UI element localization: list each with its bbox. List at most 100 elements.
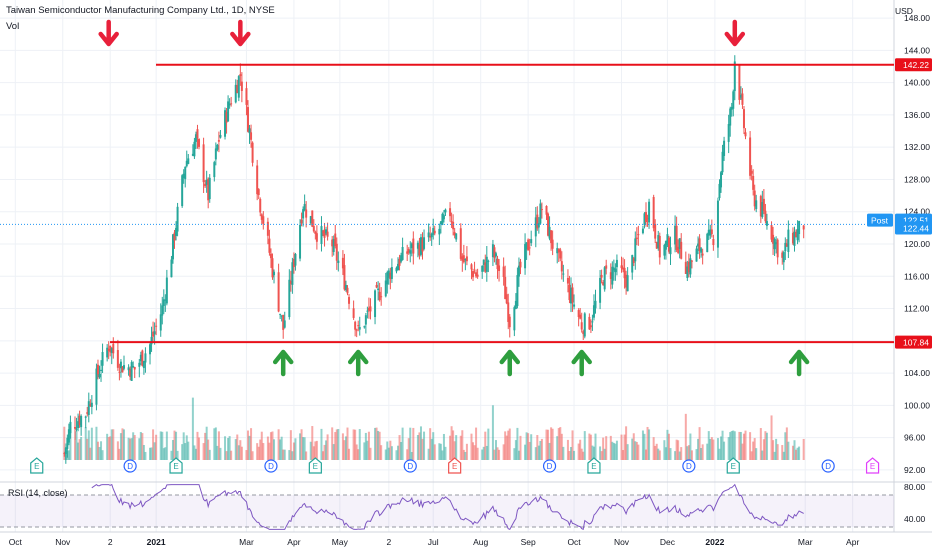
candle-body (562, 273, 565, 275)
candle-body (132, 366, 135, 368)
candle-body (507, 302, 510, 322)
rsi-label[interactable]: RSI (14, close) (8, 488, 68, 498)
volume-bar (545, 429, 548, 460)
dividend-marker[interactable] (821, 459, 835, 473)
volume-bar (348, 448, 351, 460)
earnings-marker[interactable] (865, 457, 880, 474)
dividend-marker[interactable] (682, 459, 696, 473)
dividend-marker[interactable] (542, 459, 557, 473)
volume-bar (637, 444, 640, 460)
volume-bar (690, 450, 693, 460)
dividend-marker[interactable] (264, 459, 278, 473)
time-tick-label: Mar (239, 537, 254, 547)
candle-body (625, 274, 628, 288)
earnings-marker[interactable] (448, 457, 462, 474)
volume-bar (196, 431, 199, 460)
volume-bar (519, 435, 522, 460)
volume-bar (491, 405, 494, 460)
candle-body (475, 272, 478, 277)
candle-body (444, 209, 447, 213)
chart-title[interactable]: Taiwan Semiconductor Manufacturing Compa… (6, 5, 275, 16)
volume-bar (484, 431, 487, 460)
candle-body (375, 284, 378, 288)
volume-bar (138, 438, 141, 460)
candle-body (787, 229, 790, 252)
earnings-marker[interactable] (169, 457, 183, 474)
candle-body (733, 61, 736, 92)
earnings-marker[interactable] (726, 457, 740, 474)
candle-body (341, 257, 344, 269)
candle-body (106, 347, 109, 358)
candle-body (536, 214, 539, 229)
candle-body (582, 331, 585, 335)
earnings-marker[interactable] (30, 457, 44, 474)
candle-body (387, 270, 390, 278)
dividend-marker[interactable] (403, 459, 417, 473)
volume-bar (406, 449, 409, 460)
candle-body (450, 221, 453, 223)
candle-body (153, 331, 156, 335)
up-arrow-icon (499, 349, 521, 377)
price-candles (63, 55, 805, 464)
volume-bar (634, 441, 637, 460)
volume-bar (733, 431, 736, 460)
currency-label: USD (895, 6, 913, 16)
candle-body (525, 242, 528, 250)
candle-body (418, 244, 421, 256)
volume-bar (700, 448, 703, 460)
volume-bar (337, 429, 340, 460)
volume-bar (750, 451, 753, 460)
volume-bar (793, 440, 796, 460)
candle-body (127, 367, 130, 371)
candle-body (171, 234, 174, 260)
candle-body (566, 277, 569, 284)
volume-bar (516, 427, 519, 460)
volume-bar (234, 439, 237, 460)
candle-body (236, 85, 239, 94)
candle-body (504, 276, 507, 300)
candle-body (675, 225, 678, 250)
candle-body (309, 216, 312, 224)
volume-bar (732, 430, 735, 460)
volume-bar (755, 448, 758, 460)
volume-bar (667, 433, 670, 460)
volume-bar (770, 415, 773, 460)
candle-body (802, 225, 805, 230)
volume-legend[interactable]: Vol (6, 21, 20, 32)
volume-bar (182, 432, 185, 460)
volume-bar (742, 433, 745, 460)
volume-bar (170, 450, 173, 460)
volume-bar (133, 435, 136, 460)
volume-bar (620, 434, 623, 460)
candle-body (289, 281, 292, 284)
candle-body (706, 233, 709, 253)
post-label: Post (871, 216, 889, 226)
volume-bar (723, 441, 726, 460)
earnings-marker[interactable] (587, 457, 601, 474)
candle-body (248, 128, 251, 134)
volume-bar (217, 431, 220, 460)
volume-bar (537, 445, 540, 460)
volume-bar (386, 441, 389, 460)
volume-bar (387, 447, 390, 460)
volume-bar (213, 428, 216, 460)
volume-bar (237, 445, 240, 460)
dividend-marker[interactable] (123, 459, 137, 473)
candle-body (374, 290, 377, 318)
volume-bar (453, 441, 456, 460)
earnings-marker[interactable] (308, 457, 322, 474)
volume-bar (496, 447, 499, 460)
volume-bar (773, 451, 776, 460)
volume-bar (507, 430, 510, 460)
volume-bar (344, 436, 347, 460)
candle-body (648, 201, 651, 223)
candle-body (400, 255, 403, 262)
candle-body (571, 287, 574, 303)
candle-body (260, 214, 263, 220)
volume-bar (470, 433, 473, 460)
candle-body (63, 453, 66, 455)
volume-bar (686, 446, 689, 460)
event-marker-label: D (268, 462, 274, 471)
